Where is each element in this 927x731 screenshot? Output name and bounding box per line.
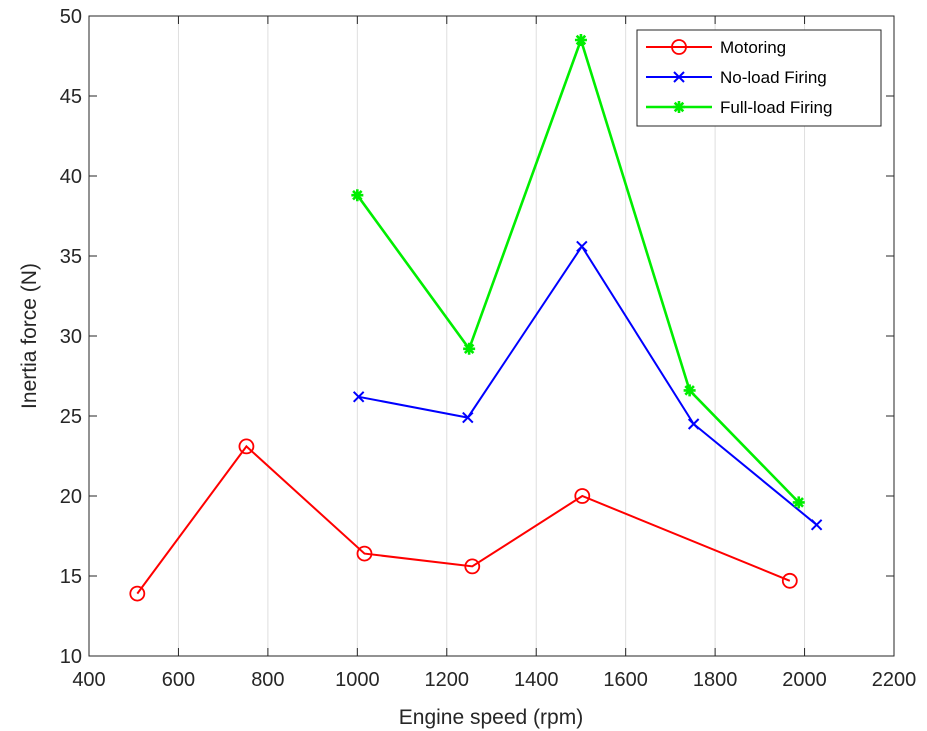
- y-tick-label: 10: [60, 646, 82, 668]
- data-point: [463, 342, 476, 355]
- x-tick-label: 2200: [872, 669, 917, 691]
- data-point: [352, 391, 365, 403]
- data-point: [238, 438, 255, 455]
- data-point: [462, 411, 474, 424]
- series-no-load-firing: [352, 240, 823, 531]
- legend-label: No-load Firing: [720, 68, 827, 87]
- x-tick-label: 400: [72, 669, 105, 691]
- data-point: [781, 572, 798, 589]
- x-tick-label: 800: [251, 669, 284, 691]
- data-point: [576, 240, 588, 253]
- data-point: [683, 384, 696, 397]
- x-axis-title: Engine speed (rpm): [399, 706, 583, 729]
- series-layer: [129, 34, 823, 602]
- data-point: [810, 519, 823, 531]
- legend: Motoring No-load Firing Full-load Firing: [636, 29, 882, 127]
- legend-marker: [673, 101, 685, 113]
- x-tick-label: 600: [162, 669, 195, 691]
- data-point: [464, 558, 481, 575]
- legend-entry: No-load Firing: [646, 68, 827, 87]
- y-tick-label: 20: [60, 486, 82, 508]
- legend-label: Full-load Firing: [720, 98, 832, 117]
- axis-ticks: [88, 15, 895, 657]
- data-point: [574, 34, 587, 46]
- x-tick-label: 1400: [514, 669, 559, 691]
- legend-entry: Full-load Firing: [646, 98, 832, 117]
- x-tick-label: 1600: [603, 669, 648, 691]
- legend-label: Motoring: [720, 38, 786, 57]
- legend-marker: [671, 39, 687, 55]
- x-tick-label: 1200: [425, 669, 470, 691]
- legend-entry: Motoring: [646, 38, 786, 57]
- legend-entries: Motoring No-load Firing Full-load Firing: [646, 38, 832, 117]
- x-tick-label: 1800: [693, 669, 738, 691]
- series-line: [136, 444, 791, 595]
- tick-labels: 400 600 800 1000 1200 1400 1600 1800 2000 2200 10 1…: [60, 6, 917, 691]
- series-motoring: [129, 438, 798, 602]
- x-tick-label: 2000: [782, 669, 827, 691]
- y-tick-label: 30: [60, 326, 82, 348]
- data-point: [356, 545, 373, 562]
- y-tick-label: 50: [60, 6, 82, 28]
- x-tick-label: 1000: [335, 669, 380, 691]
- data-point: [351, 189, 364, 202]
- data-point: [574, 488, 591, 504]
- y-tick-label: 40: [60, 166, 82, 188]
- data-point: [129, 585, 146, 602]
- y-tick-label: 25: [60, 406, 82, 428]
- y-tick-label: 45: [60, 86, 82, 108]
- series-full-load-firing: [351, 34, 805, 509]
- data-point: [792, 496, 805, 509]
- y-tick-label: 35: [60, 246, 82, 268]
- legend-marker: [673, 71, 685, 83]
- y-axis-title: Inertia force (N): [18, 263, 41, 409]
- y-tick-label: 15: [60, 566, 82, 588]
- data-point: [687, 418, 700, 430]
